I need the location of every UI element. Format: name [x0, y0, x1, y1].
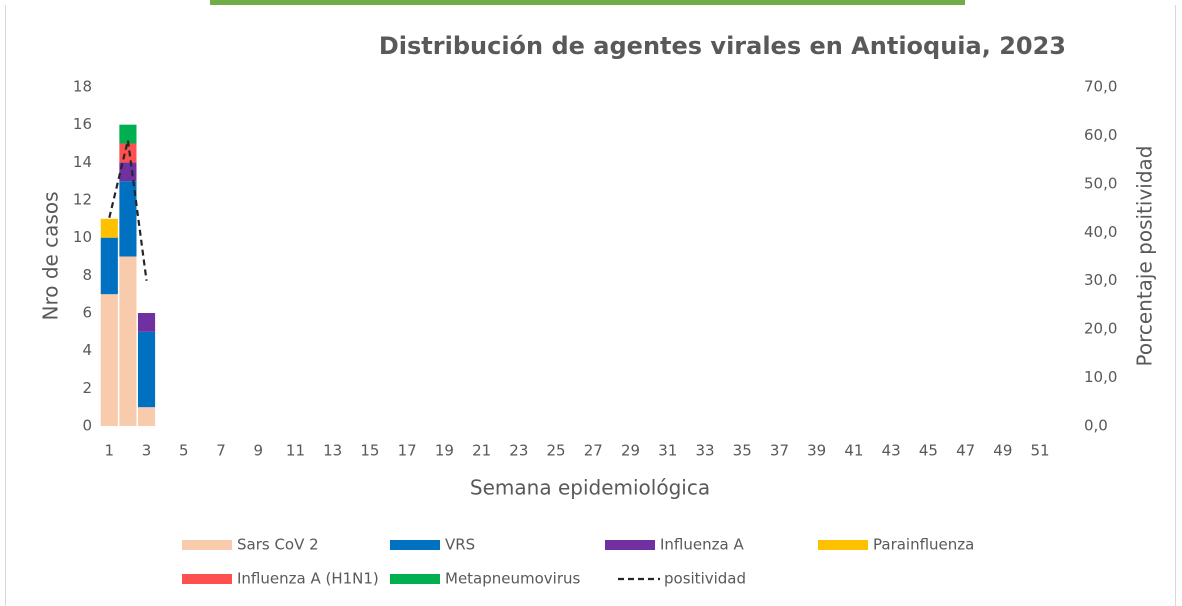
y-tick-label: 12: [73, 191, 92, 209]
legend-label: Parainfluenza: [873, 536, 974, 554]
x-tick-label: 31: [658, 442, 677, 460]
legend-label: positividad: [664, 570, 746, 588]
y-axis-title: Nro de casos: [39, 191, 63, 320]
y-tick-label: 18: [73, 78, 92, 96]
y2-tick-label: 0,0: [1084, 417, 1108, 435]
bar-segment: [119, 162, 137, 182]
y2-tick-label: 40,0: [1084, 223, 1117, 241]
x-tick-label: 35: [733, 442, 752, 460]
bar-segment: [119, 124, 137, 144]
x-tick-label: 11: [286, 442, 305, 460]
y2-tick-label: 60,0: [1084, 126, 1117, 144]
y2-axis-title: Porcentaje positividad: [1133, 145, 1157, 366]
legend-label: Influenza A (H1N1): [237, 570, 379, 588]
bar-segment: [100, 218, 118, 238]
x-tick-label: 27: [584, 442, 603, 460]
x-tick-label: 47: [956, 442, 975, 460]
y2-tick-label: 20,0: [1084, 320, 1117, 338]
x-tick-label: 23: [509, 442, 528, 460]
y2-tick-label: 30,0: [1084, 271, 1117, 289]
x-tick-label: 13: [323, 442, 342, 460]
y-tick-label: 16: [73, 115, 92, 133]
bar-segment: [100, 294, 118, 426]
line: [108, 140, 148, 281]
y2-tick-label: 10,0: [1084, 368, 1117, 386]
legend-label: Metapneumovirus: [445, 570, 581, 588]
top-strip: [210, 0, 965, 5]
legend-swatch: [818, 540, 868, 550]
legend-swatch: [605, 540, 655, 550]
x-axis-title: Semana epidemiológica: [470, 476, 710, 500]
y-tick-label: 14: [73, 153, 92, 171]
x-tick-label: 41: [844, 442, 863, 460]
bar-segment: [100, 237, 118, 295]
y-tick-label: 6: [82, 304, 92, 322]
legend-swatch: [390, 540, 440, 550]
legend-label: VRS: [445, 536, 475, 554]
x-tick-label: 21: [472, 442, 491, 460]
y2-tick-label: 50,0: [1084, 174, 1117, 192]
legend-label: Influenza A: [660, 536, 744, 554]
x-tick-label: 15: [360, 442, 379, 460]
y-tick-label: 4: [82, 341, 92, 359]
bar-segment: [119, 256, 137, 426]
bar-segment: [137, 331, 156, 408]
x-tick-label: 37: [770, 442, 789, 460]
y-tick-label: 8: [82, 266, 92, 284]
x-tick-label: 51: [1031, 442, 1050, 460]
bar-segment: [137, 407, 156, 426]
x-tick-label: 29: [621, 442, 640, 460]
y2-tick-label: 70,0: [1084, 78, 1117, 96]
y-tick-label: 2: [82, 379, 92, 397]
x-tick-label: 9: [253, 442, 263, 460]
bar-segment: [137, 313, 156, 332]
x-tick-label: 17: [398, 442, 417, 460]
x-tick-label: 33: [695, 442, 714, 460]
x-tick-label: 3: [142, 442, 152, 460]
legend-swatch: [390, 574, 440, 584]
legend-swatch: [182, 574, 232, 584]
x-tick-label: 5: [179, 442, 189, 460]
y-tick-label: 10: [73, 228, 92, 246]
legend-label: Sars CoV 2: [237, 536, 319, 554]
y-tick-label: 0: [82, 417, 92, 435]
x-tick-label: 43: [882, 442, 901, 460]
x-tick-label: 1: [105, 442, 115, 460]
legend-swatch: [182, 540, 232, 550]
x-tick-label: 49: [993, 442, 1012, 460]
x-tick-label: 19: [435, 442, 454, 460]
x-tick-label: 7: [216, 442, 226, 460]
x-tick-label: 45: [919, 442, 938, 460]
chart-title: Distribución de agentes virales en Antio…: [379, 32, 1066, 60]
x-tick-label: 39: [807, 442, 826, 460]
x-tick-label: 25: [547, 442, 566, 460]
bar-segment: [119, 181, 137, 257]
